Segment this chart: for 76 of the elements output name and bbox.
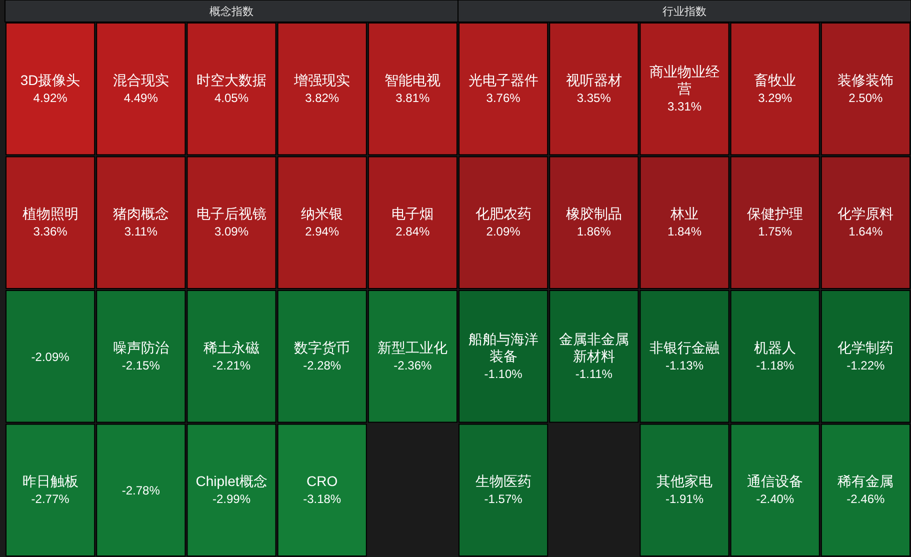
- category-label: 金属非金属新材料: [558, 330, 629, 364]
- data-label: -2.36%: [394, 358, 432, 372]
- data-label: -1.91%: [665, 492, 704, 506]
- data-label: -3.18%: [303, 492, 342, 506]
- category-label: 昨日触板: [22, 473, 78, 490]
- category-label: 3D摄像头: [20, 72, 80, 88]
- category-label: 生物医药: [475, 473, 532, 490]
- data-label: -2.28%: [303, 358, 342, 372]
- category-label: 噪声防治: [112, 339, 169, 356]
- category-label: 新型工业化: [378, 339, 448, 356]
- category-label: 化肥农药: [475, 206, 532, 222]
- category-label: 机器人: [754, 339, 796, 356]
- data-label: -1.22%: [846, 358, 886, 372]
- category-label: 纳米银: [301, 206, 344, 222]
- data-label: 3.35%: [576, 90, 612, 105]
- category-label: 船舶与海洋装备: [468, 330, 538, 364]
- category-label: 通信设备: [747, 473, 804, 490]
- category-label: 化学原料: [838, 206, 894, 222]
- data-label: 3.36%: [33, 224, 68, 239]
- category-label: 装修装饰: [838, 72, 894, 88]
- category-label: 稀土永磁: [204, 339, 260, 356]
- category-label: CRO: [306, 473, 338, 490]
- category-label: 混合现实: [112, 72, 169, 88]
- data-label: 4.49%: [124, 90, 158, 105]
- data-label: 3.11%: [124, 224, 158, 239]
- data-label: 1.84%: [667, 224, 702, 239]
- data-label: -1.10%: [484, 366, 523, 381]
- category-label: 电子后视镜: [196, 206, 266, 222]
- category-label: 林业: [670, 206, 698, 222]
- data-label: -2.09%: [31, 350, 70, 364]
- data-label: 1.64%: [848, 224, 884, 239]
- data-label: 2.50%: [848, 90, 884, 105]
- category-label: 时空大数据: [196, 72, 266, 88]
- category-label: 增强现实: [293, 72, 350, 88]
- category-label: 数字货币: [294, 339, 350, 356]
- data-label: -2.46%: [846, 492, 886, 506]
- data-label: -2.77%: [31, 492, 70, 506]
- data-label: 3.76%: [486, 90, 521, 105]
- data-label: 2.94%: [305, 224, 340, 239]
- category-label: 畜牧业: [754, 72, 796, 88]
- data-label: -1.11%: [575, 366, 613, 381]
- category-label: 商业物业经营: [650, 63, 720, 96]
- category-label: 智能电视: [384, 72, 441, 88]
- data-label: -1.57%: [484, 492, 523, 506]
- data-label: 3.09%: [214, 224, 249, 239]
- text: 行业指数: [662, 5, 706, 18]
- data-label: 4.92%: [33, 90, 68, 105]
- data-label: 2.09%: [486, 224, 521, 239]
- data-label: -1.13%: [665, 358, 704, 372]
- data-label: -2.99%: [212, 492, 251, 506]
- category-label: 化学制药: [838, 339, 894, 356]
- data-label: 3.29%: [758, 90, 792, 105]
- data-label: 1.75%: [758, 224, 792, 239]
- data-label: 3.82%: [305, 90, 340, 105]
- category-label: 橡胶制品: [566, 206, 622, 222]
- category-label: 非银行金融: [650, 339, 720, 356]
- data-label: -1.18%: [756, 358, 794, 372]
- category-label: 猪肉概念: [112, 206, 169, 222]
- data-label: -2.21%: [212, 358, 251, 372]
- category-label: 视听器材: [566, 72, 622, 88]
- data-label: 3.31%: [667, 99, 702, 114]
- category-label: 电子烟: [392, 206, 434, 222]
- data-label: -2.40%: [756, 492, 794, 506]
- data-label: 4.05%: [214, 90, 249, 105]
- data-label: 2.84%: [396, 224, 430, 239]
- category-label: 保健护理: [747, 206, 804, 222]
- category-label: 其他家电: [656, 473, 712, 490]
- data-label: 1.86%: [576, 224, 612, 239]
- category-label: 植物照明: [22, 206, 78, 222]
- data-label: -2.15%: [122, 358, 160, 372]
- category-label: Chiplet概念: [196, 473, 268, 490]
- data-label: -2.78%: [122, 484, 160, 498]
- category-label: 稀有金属: [838, 473, 894, 490]
- category-label: 光电子器件: [468, 72, 538, 88]
- data-label: 3.81%: [396, 90, 430, 105]
- text: 概念指数: [210, 6, 254, 18]
